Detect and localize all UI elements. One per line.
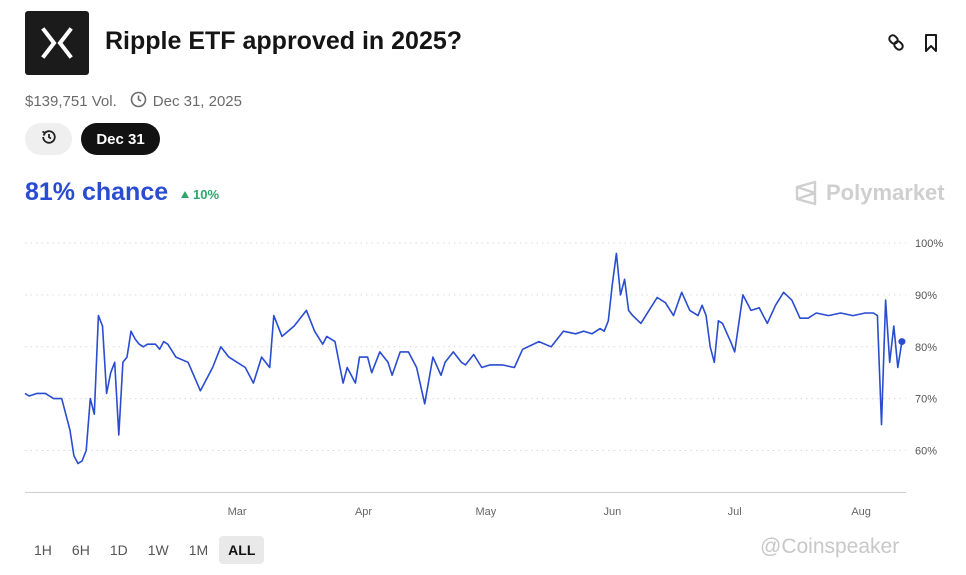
timeframe-1d-button[interactable]: 1D (109, 542, 128, 558)
up-arrow-icon (181, 191, 189, 198)
watermark-text: @Coinspeaker (760, 535, 900, 558)
series-line (24, 252, 903, 465)
polymarket-logo-icon (795, 180, 817, 206)
change-value: 10% (193, 187, 220, 202)
brand-name: Polymarket (826, 180, 945, 205)
probability-chart: 100% 90% 80% 70% 60% Mar Apr May Jun Jul Aug (24, 238, 943, 518)
timeframe-selector: 1H 6H 1D 1W 1M ALL (25, 536, 265, 564)
x-tick-label: Jun (603, 506, 621, 518)
market-meta: $139,751 Vol. Dec 31, 2025 (25, 91, 242, 112)
polymarket-brand: Polymarket (794, 180, 945, 206)
current-value-dot (898, 338, 906, 346)
timeframe-1h-button[interactable]: 1H (34, 542, 52, 558)
page-title: Ripple ETF approved in 2025? (105, 27, 463, 55)
timeframe-1m-button[interactable]: 1M (188, 542, 209, 558)
end-date-text: Dec 31, 2025 (152, 93, 242, 110)
x-tick-label: May (476, 506, 497, 518)
timeframe-all-button[interactable]: ALL (219, 536, 265, 564)
timeframe-1w-button[interactable]: 1W (147, 542, 169, 558)
y-tick-label: 100% (915, 238, 943, 250)
history-button[interactable] (25, 123, 72, 155)
bookmark-icon[interactable] (922, 33, 942, 53)
y-tick-label: 70% (915, 394, 937, 406)
timeframe-6h-button[interactable]: 6H (71, 542, 90, 558)
clock-icon (130, 91, 153, 112)
y-tick-label: 80% (915, 342, 937, 354)
change-badge: 10% (181, 187, 219, 202)
x-tick-label: Apr (355, 506, 372, 518)
y-tick-label: 90% (915, 290, 937, 302)
volume-text: $139,751 Vol. (25, 93, 117, 110)
x-logo-icon (25, 11, 89, 75)
chance-value: 81% chance (25, 178, 169, 206)
x-tick-label: Jul (728, 506, 742, 518)
x-tick-label: Mar (228, 506, 247, 518)
x-tick-label: Aug (851, 506, 871, 518)
link-icon[interactable] (886, 33, 906, 53)
date-pill-button[interactable]: Dec 31 (81, 123, 160, 155)
y-tick-label: 60% (915, 446, 937, 458)
history-icon (40, 128, 58, 151)
coinspeaker-watermark: @Coinspeaker (760, 535, 899, 559)
